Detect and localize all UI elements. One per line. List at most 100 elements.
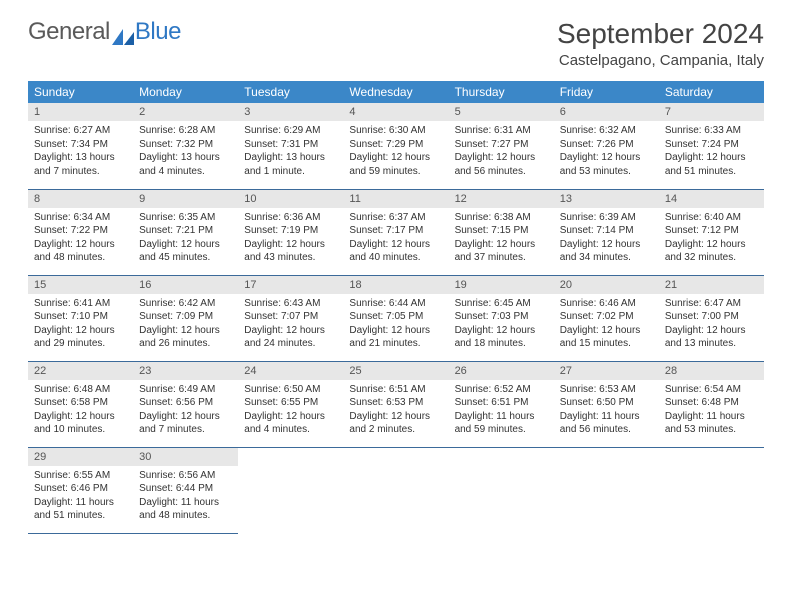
calendar-week-row: 22Sunrise: 6:48 AMSunset: 6:58 PMDayligh… [28,361,764,447]
day-details: Sunrise: 6:45 AMSunset: 7:03 PMDaylight:… [449,294,554,356]
calendar-week-row: 29Sunrise: 6:55 AMSunset: 6:46 PMDayligh… [28,447,764,533]
day-number: 2 [133,103,238,121]
logo: General Blue [28,18,181,46]
calendar-day-cell: 17Sunrise: 6:43 AMSunset: 7:07 PMDayligh… [238,275,343,361]
calendar-empty-cell [343,447,448,533]
day-number: 10 [238,190,343,208]
calendar-week-row: 8Sunrise: 6:34 AMSunset: 7:22 PMDaylight… [28,189,764,275]
day-details: Sunrise: 6:49 AMSunset: 6:56 PMDaylight:… [133,380,238,442]
calendar-day-cell: 25Sunrise: 6:51 AMSunset: 6:53 PMDayligh… [343,361,448,447]
day-number: 5 [449,103,554,121]
day-details: Sunrise: 6:34 AMSunset: 7:22 PMDaylight:… [28,208,133,270]
weekday-header: Thursday [449,81,554,103]
day-details: Sunrise: 6:37 AMSunset: 7:17 PMDaylight:… [343,208,448,270]
day-details: Sunrise: 6:40 AMSunset: 7:12 PMDaylight:… [659,208,764,270]
day-number: 4 [343,103,448,121]
day-number: 26 [449,362,554,380]
calendar-day-cell: 16Sunrise: 6:42 AMSunset: 7:09 PMDayligh… [133,275,238,361]
calendar-empty-cell [554,447,659,533]
day-number: 11 [343,190,448,208]
calendar-day-cell: 1Sunrise: 6:27 AMSunset: 7:34 PMDaylight… [28,103,133,189]
header: General Blue September 2024 Castelpagano… [28,18,764,69]
calendar-empty-cell [238,447,343,533]
day-number: 16 [133,276,238,294]
weekday-header: Monday [133,81,238,103]
weekday-header: Sunday [28,81,133,103]
title-block: September 2024 Castelpagano, Campania, I… [557,18,764,69]
day-details: Sunrise: 6:32 AMSunset: 7:26 PMDaylight:… [554,121,659,183]
day-details: Sunrise: 6:30 AMSunset: 7:29 PMDaylight:… [343,121,448,183]
calendar-day-cell: 4Sunrise: 6:30 AMSunset: 7:29 PMDaylight… [343,103,448,189]
day-number: 15 [28,276,133,294]
day-details: Sunrise: 6:50 AMSunset: 6:55 PMDaylight:… [238,380,343,442]
day-details: Sunrise: 6:52 AMSunset: 6:51 PMDaylight:… [449,380,554,442]
calendar-week-row: 1Sunrise: 6:27 AMSunset: 7:34 PMDaylight… [28,103,764,189]
calendar-day-cell: 8Sunrise: 6:34 AMSunset: 7:22 PMDaylight… [28,189,133,275]
day-details: Sunrise: 6:36 AMSunset: 7:19 PMDaylight:… [238,208,343,270]
calendar-day-cell: 29Sunrise: 6:55 AMSunset: 6:46 PMDayligh… [28,447,133,533]
day-details: Sunrise: 6:43 AMSunset: 7:07 PMDaylight:… [238,294,343,356]
calendar-day-cell: 15Sunrise: 6:41 AMSunset: 7:10 PMDayligh… [28,275,133,361]
day-details: Sunrise: 6:28 AMSunset: 7:32 PMDaylight:… [133,121,238,183]
day-details: Sunrise: 6:46 AMSunset: 7:02 PMDaylight:… [554,294,659,356]
day-number: 3 [238,103,343,121]
calendar-empty-cell [449,447,554,533]
day-details: Sunrise: 6:33 AMSunset: 7:24 PMDaylight:… [659,121,764,183]
day-number: 30 [133,448,238,466]
day-details: Sunrise: 6:55 AMSunset: 6:46 PMDaylight:… [28,466,133,528]
day-number: 14 [659,190,764,208]
calendar-day-cell: 13Sunrise: 6:39 AMSunset: 7:14 PMDayligh… [554,189,659,275]
day-details: Sunrise: 6:56 AMSunset: 6:44 PMDaylight:… [133,466,238,528]
day-details: Sunrise: 6:39 AMSunset: 7:14 PMDaylight:… [554,208,659,270]
calendar-day-cell: 5Sunrise: 6:31 AMSunset: 7:27 PMDaylight… [449,103,554,189]
calendar-day-cell: 14Sunrise: 6:40 AMSunset: 7:12 PMDayligh… [659,189,764,275]
day-number: 1 [28,103,133,121]
location: Castelpagano, Campania, Italy [557,52,764,69]
day-details: Sunrise: 6:41 AMSunset: 7:10 PMDaylight:… [28,294,133,356]
day-details: Sunrise: 6:54 AMSunset: 6:48 PMDaylight:… [659,380,764,442]
calendar-day-cell: 10Sunrise: 6:36 AMSunset: 7:19 PMDayligh… [238,189,343,275]
weekday-header: Tuesday [238,81,343,103]
day-number: 12 [449,190,554,208]
day-number: 7 [659,103,764,121]
calendar-day-cell: 18Sunrise: 6:44 AMSunset: 7:05 PMDayligh… [343,275,448,361]
day-details: Sunrise: 6:44 AMSunset: 7:05 PMDaylight:… [343,294,448,356]
day-details: Sunrise: 6:51 AMSunset: 6:53 PMDaylight:… [343,380,448,442]
day-number: 8 [28,190,133,208]
day-details: Sunrise: 6:31 AMSunset: 7:27 PMDaylight:… [449,121,554,183]
day-details: Sunrise: 6:48 AMSunset: 6:58 PMDaylight:… [28,380,133,442]
calendar-day-cell: 27Sunrise: 6:53 AMSunset: 6:50 PMDayligh… [554,361,659,447]
sail-icon [112,24,134,40]
calendar-day-cell: 7Sunrise: 6:33 AMSunset: 7:24 PMDaylight… [659,103,764,189]
day-number: 29 [28,448,133,466]
calendar-day-cell: 3Sunrise: 6:29 AMSunset: 7:31 PMDaylight… [238,103,343,189]
logo-text-blue: Blue [135,18,181,46]
day-details: Sunrise: 6:29 AMSunset: 7:31 PMDaylight:… [238,121,343,183]
weekday-header-row: SundayMondayTuesdayWednesdayThursdayFrid… [28,81,764,103]
calendar-day-cell: 22Sunrise: 6:48 AMSunset: 6:58 PMDayligh… [28,361,133,447]
calendar-day-cell: 28Sunrise: 6:54 AMSunset: 6:48 PMDayligh… [659,361,764,447]
calendar-day-cell: 20Sunrise: 6:46 AMSunset: 7:02 PMDayligh… [554,275,659,361]
day-number: 19 [449,276,554,294]
weekday-header: Wednesday [343,81,448,103]
calendar-day-cell: 19Sunrise: 6:45 AMSunset: 7:03 PMDayligh… [449,275,554,361]
day-details: Sunrise: 6:38 AMSunset: 7:15 PMDaylight:… [449,208,554,270]
day-number: 9 [133,190,238,208]
day-details: Sunrise: 6:35 AMSunset: 7:21 PMDaylight:… [133,208,238,270]
day-number: 20 [554,276,659,294]
day-number: 27 [554,362,659,380]
calendar-day-cell: 21Sunrise: 6:47 AMSunset: 7:00 PMDayligh… [659,275,764,361]
day-details: Sunrise: 6:27 AMSunset: 7:34 PMDaylight:… [28,121,133,183]
day-details: Sunrise: 6:53 AMSunset: 6:50 PMDaylight:… [554,380,659,442]
calendar-day-cell: 23Sunrise: 6:49 AMSunset: 6:56 PMDayligh… [133,361,238,447]
calendar-table: SundayMondayTuesdayWednesdayThursdayFrid… [28,81,764,534]
calendar-day-cell: 6Sunrise: 6:32 AMSunset: 7:26 PMDaylight… [554,103,659,189]
day-number: 18 [343,276,448,294]
day-details: Sunrise: 6:42 AMSunset: 7:09 PMDaylight:… [133,294,238,356]
day-number: 25 [343,362,448,380]
day-number: 22 [28,362,133,380]
weekday-header: Friday [554,81,659,103]
logo-text-general: General [28,18,110,46]
day-number: 6 [554,103,659,121]
calendar-empty-cell [659,447,764,533]
